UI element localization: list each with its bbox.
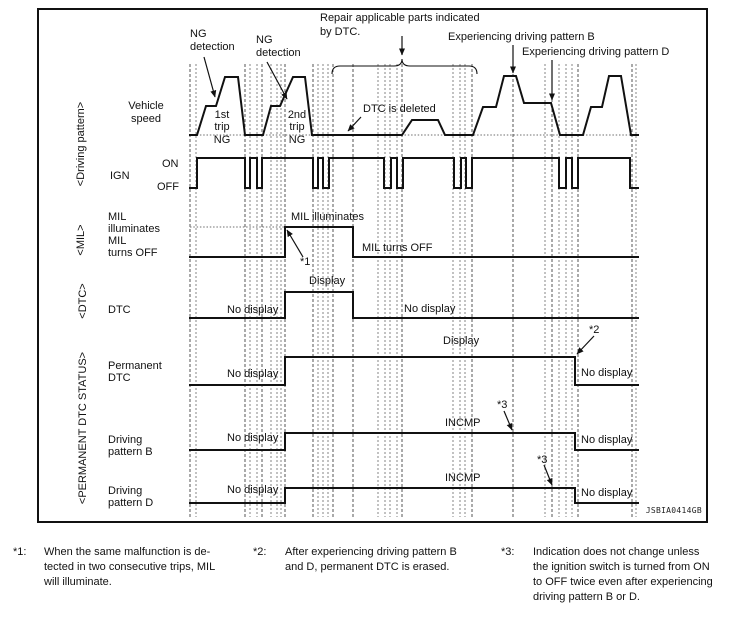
group-mil: <MIL> [75,224,87,256]
mil-label-line3: MIL [108,235,127,247]
trip1-line1: 1st [214,109,230,121]
vehicle-speed-label-line1: Vehicle [128,100,164,112]
dtc-label: DTC [108,304,131,316]
footnote-3: Indication does not change unless the ig… [533,545,713,605]
pattern-b-no-display-left: No display [227,432,279,444]
trip2-line3: NG [288,134,306,146]
repair-note-line1: Repair applicable parts indicated [320,12,480,24]
pattern-d-incmp-label: INCMP [445,472,481,484]
ign-off-label: OFF [157,181,179,193]
dtc-deleted-label: DTC is deleted [363,103,436,115]
footnote-3-line3: to OFF twice even after experiencing [533,576,713,588]
group-permanent-dtc-status: <PERMANENT DTC STATUS> [77,351,89,505]
ng-detection-2-line2: detection [256,47,301,59]
waveform-permanent-dtc [189,356,639,386]
footnote-2-marker: *2: [253,546,267,558]
footnote-2: After experiencing driving pattern B and… [285,545,457,575]
diagram-border [37,8,708,523]
dtc-no-display-right: No display [404,303,456,315]
permanent-dtc-no-display-right: No display [581,367,633,379]
range-brace [331,58,478,75]
vehicle-speed-label-line2: speed [131,113,161,125]
arrow-ref3-d [543,464,553,486]
experiencing-pattern-b-label: Experiencing driving pattern B [448,31,595,43]
arrow-ng2 [266,61,288,100]
waveform-pattern-d [189,487,639,504]
footnote-2-line2: and D, permanent DTC is erased. [285,561,450,573]
trip1-line3: NG [213,134,231,146]
footnote-3-line1: Indication does not change unless [533,546,700,558]
ign-on-label: ON [162,158,179,170]
permanent-dtc-no-display-left: No display [227,368,279,380]
pattern-b-no-display-right: No display [581,434,633,446]
pattern-d-no-display-right: No display [581,487,633,499]
footnote-2-line1: After experiencing driving pattern B [285,546,457,558]
permanent-dtc-display-label: Display [443,335,480,347]
arrow-ref2 [576,335,595,355]
trip2-line2: trip [289,121,305,133]
ng-detection-2-line1: NG [256,34,273,46]
mil-turns-off-label: MIL turns OFF [362,242,433,254]
group-driving-pattern: <Driving pattern> [75,101,87,187]
experiencing-pattern-d-label: Experiencing driving pattern D [522,46,670,58]
pattern-b-incmp-label: INCMP [445,417,481,429]
ref3-marker-d: *3 [537,454,548,466]
footnote-3-line2: the ignition switch is turned from ON [533,561,710,573]
mil-label-line4: turns OFF [108,247,158,259]
waveform-vehicle-speed [189,75,639,136]
arrow-ref3-b [503,410,513,431]
footnote-3-line4: driving pattern B or D. [533,591,640,603]
pattern-d-no-display-left: No display [227,484,279,496]
waveform-dtc [189,291,639,319]
permanent-dtc-label-line2: DTC [108,372,131,384]
footnote-1-marker: *1: [13,546,27,558]
pattern-d-label-line2: pattern D [108,497,154,509]
mil-label-line1: MIL [108,211,127,223]
mil-illuminates-label: MIL illuminates [291,211,364,223]
figure-code: JSBIA0414GB [645,506,702,515]
footnote-1: When the same malfunction is de- tected … [44,545,215,590]
ign-label: IGN [110,170,130,182]
arrow-dtc-deleted [347,116,362,132]
footnote-1-line2: tected in two consecutive trips, MIL [44,561,216,573]
footnote-1-line1: When the same malfunction is de- [44,546,211,558]
ref3-marker-b: *3 [497,399,508,411]
pattern-b-label-line1: Driving [108,434,143,446]
mil-label-line2: illuminates [108,223,160,235]
ref1-marker: *1 [300,256,311,268]
permanent-dtc-label-line1: Permanent [108,360,162,372]
arrow-ng1 [203,56,217,98]
pattern-d-label-line1: Driving [108,485,143,497]
arrow-ref1 [286,229,304,258]
pattern-b-label-line2: pattern B [108,446,153,458]
group-dtc: <DTC> [77,283,89,319]
footnote-3-marker: *3: [501,546,515,558]
footnote-1-line3: will illuminate. [44,576,112,588]
waveform-mil [189,226,639,258]
ng-detection-1-line2: detection [190,41,235,53]
waveform-pattern-b [189,432,639,451]
waveform-ign [189,157,639,189]
dtc-no-display-left: No display [227,304,279,316]
repair-note-line2: by DTC. [320,26,361,38]
ref2-marker: *2 [589,324,600,336]
dtc-display-label: Display [309,275,346,287]
ng-detection-1-line1: NG [190,28,207,40]
trip2-line1: 2nd [287,109,307,121]
trip1-line2: trip [214,121,230,133]
